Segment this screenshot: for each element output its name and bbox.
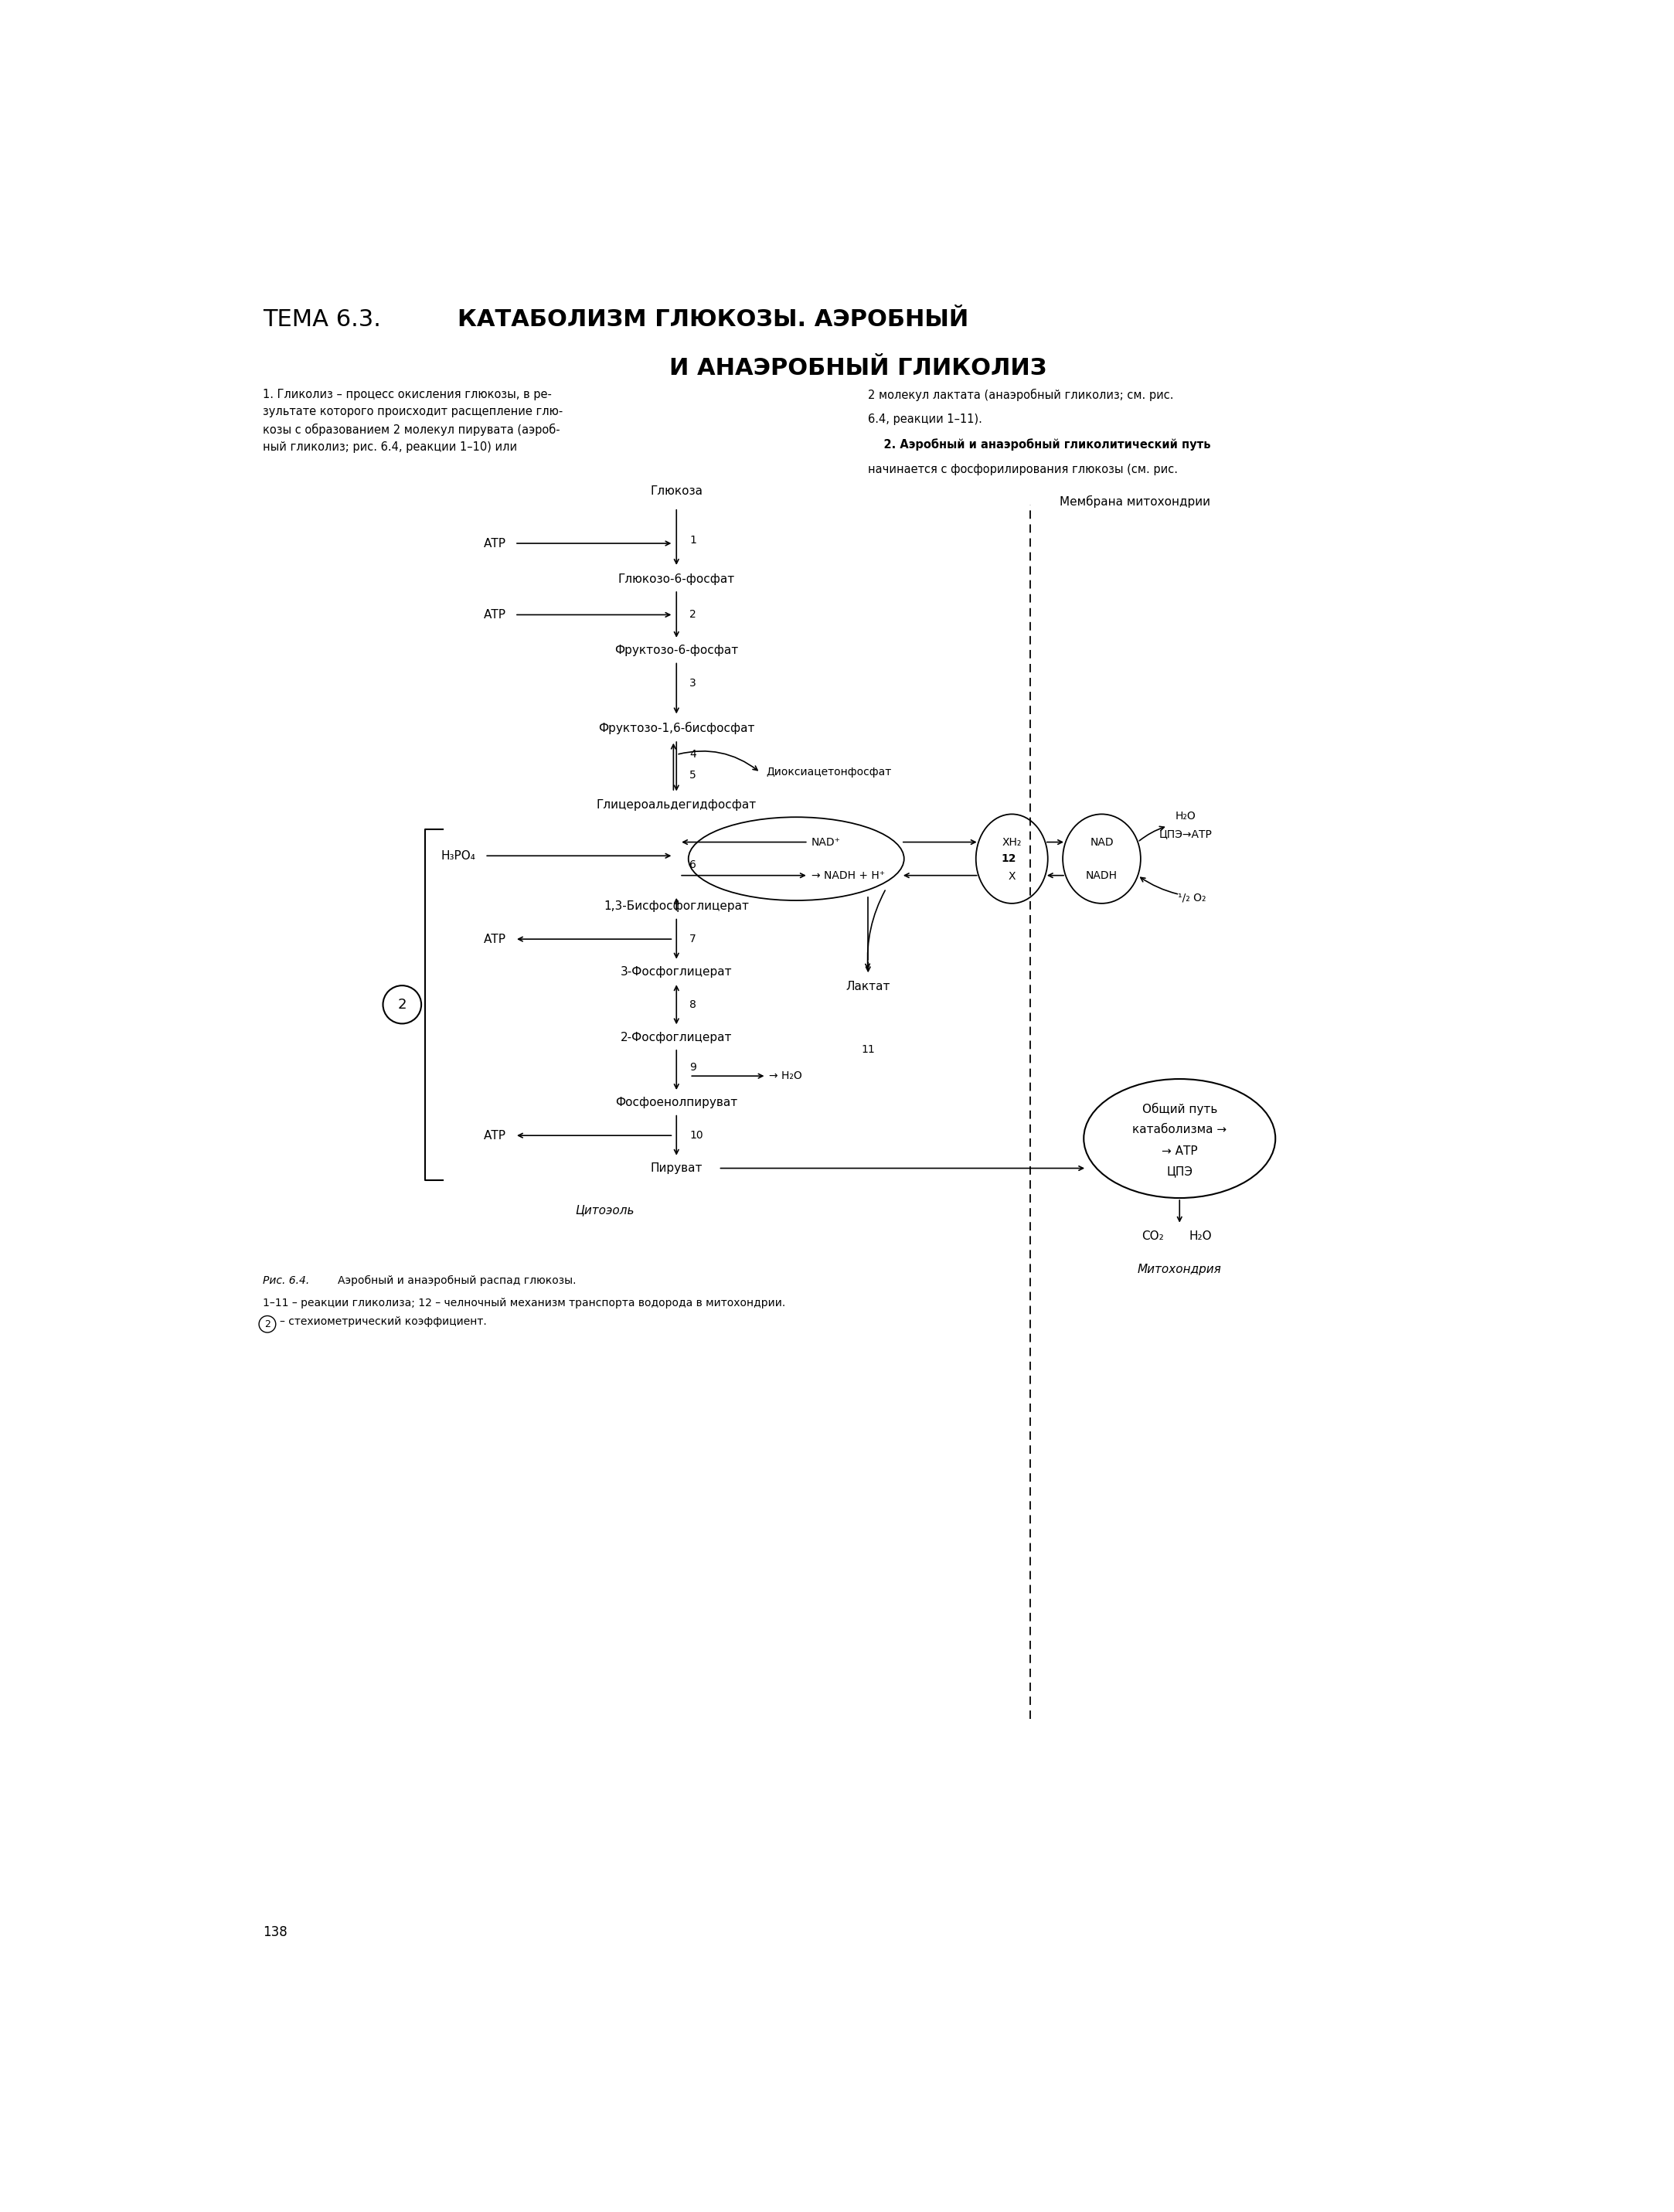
Text: 2: 2 [398, 998, 407, 1011]
Text: Общий путь: Общий путь [1142, 1102, 1217, 1115]
Text: 10: 10 [690, 1130, 703, 1141]
Text: АТР: АТР [484, 538, 506, 549]
Text: АТР: АТР [484, 608, 506, 622]
Text: И АНАЭРОБНЫЙ ГЛИКОЛИЗ: И АНАЭРОБНЫЙ ГЛИКОЛИЗ [670, 356, 1046, 380]
Text: → H₂O: → H₂O [770, 1071, 802, 1082]
Text: – стехиометрический коэффициент.: – стехиометрический коэффициент. [280, 1316, 487, 1327]
Text: 2 молекул лактата (анаэробный гликолиз; см. рис.: 2 молекул лактата (анаэробный гликолиз; … [869, 389, 1173, 400]
Text: NAD: NAD [1090, 836, 1113, 847]
Text: ¹/₂ O₂: ¹/₂ O₂ [1177, 891, 1205, 902]
Text: → АТР: → АТР [1162, 1146, 1197, 1157]
Text: КАТАБОЛИЗМ ГЛЮКОЗЫ. АЭРОБНЫЙ: КАТАБОЛИЗМ ГЛЮКОЗЫ. АЭРОБНЫЙ [457, 307, 969, 332]
Text: H₂O: H₂O [1189, 1230, 1212, 1243]
Text: АТР: АТР [484, 1130, 506, 1141]
Text: 1,3-Бисфосфоглицерат: 1,3-Бисфосфоглицерат [604, 900, 748, 911]
Text: NADH: NADH [1086, 869, 1118, 880]
Text: ЦПЭ→АТР: ЦПЭ→АТР [1158, 827, 1212, 838]
Text: 3-Фосфоглицерат: 3-Фосфоглицерат [621, 967, 732, 978]
Text: 2: 2 [690, 608, 696, 619]
Text: Мембрана митохондрии: Мембрана митохондрии [1060, 495, 1210, 509]
Text: 1: 1 [690, 535, 696, 546]
Text: ТЕМА 6.3.: ТЕМА 6.3. [263, 307, 388, 332]
Text: 2-Фосфоглицерат: 2-Фосфоглицерат [621, 1031, 732, 1044]
Text: Х: Х [1008, 872, 1016, 883]
Text: 6.4, реакции 1–11).: 6.4, реакции 1–11). [869, 414, 983, 425]
Text: Глицероальдегидфосфат: Глицероальдегидфосфат [596, 799, 757, 812]
Text: Митохондрия: Митохондрия [1138, 1263, 1222, 1274]
Text: H₂O: H₂O [1175, 810, 1195, 821]
Text: → NADH + H⁺: → NADH + H⁺ [812, 869, 884, 880]
Text: 7: 7 [690, 933, 696, 945]
Text: 9: 9 [690, 1062, 696, 1073]
Text: NAD⁺: NAD⁺ [812, 836, 840, 847]
Text: Н₃РО₄: Н₃РО₄ [442, 849, 475, 863]
Text: Аэробный и анаэробный распад глюкозы.: Аэробный и анаэробный распад глюкозы. [338, 1276, 576, 1285]
Text: Фруктозо-1,6-бисфосфат: Фруктозо-1,6-бисфосфат [598, 721, 755, 734]
Text: 5: 5 [690, 770, 696, 781]
Text: Фруктозо-6-фосфат: Фруктозо-6-фосфат [614, 644, 738, 657]
Text: 6: 6 [690, 858, 696, 869]
Text: Диоксиацетонфосфат: Диоксиацетонфосфат [767, 768, 892, 779]
Text: 138: 138 [263, 1924, 288, 1940]
Text: 11: 11 [860, 1044, 876, 1055]
Text: 1–11 – реакции гликолиза; 12 – челночный механизм транспорта водорода в митохонд: 1–11 – реакции гликолиза; 12 – челночный… [263, 1298, 785, 1310]
Text: 3: 3 [690, 677, 696, 688]
Text: Фосфоенолпируват: Фосфоенолпируват [616, 1097, 738, 1108]
Text: CO₂: CO₂ [1142, 1230, 1163, 1243]
Text: Глюкозо-6-фосфат: Глюкозо-6-фосфат [618, 573, 735, 584]
Text: Глюкоза: Глюкоза [650, 484, 703, 498]
Text: Рис. 6.4.: Рис. 6.4. [263, 1276, 310, 1285]
Text: АТР: АТР [484, 933, 506, 945]
Text: 4: 4 [690, 750, 696, 761]
Text: 1. Гликолиз – процесс окисления глюкозы, в ре-
зультате которого происходит расщ: 1. Гликолиз – процесс окисления глюкозы,… [263, 389, 562, 453]
Text: ЦПЭ: ЦПЭ [1167, 1166, 1192, 1177]
Text: Пируват: Пируват [651, 1164, 703, 1175]
Text: Цитоэоль: Цитоэоль [574, 1203, 634, 1217]
Text: 2: 2 [264, 1318, 271, 1329]
Text: Лактат: Лактат [845, 980, 891, 993]
Text: 8: 8 [690, 1000, 696, 1011]
Text: катаболизма →: катаболизма → [1132, 1124, 1227, 1135]
Text: ХН₂: ХН₂ [1003, 836, 1021, 847]
Text: 2. Аэробный и анаэробный гликолитический путь: 2. Аэробный и анаэробный гликолитический… [869, 438, 1210, 451]
Text: 12: 12 [1001, 854, 1016, 865]
Text: начинается с фосфорилирования глюкозы (см. рис.: начинается с фосфорилирования глюкозы (с… [869, 465, 1178, 476]
